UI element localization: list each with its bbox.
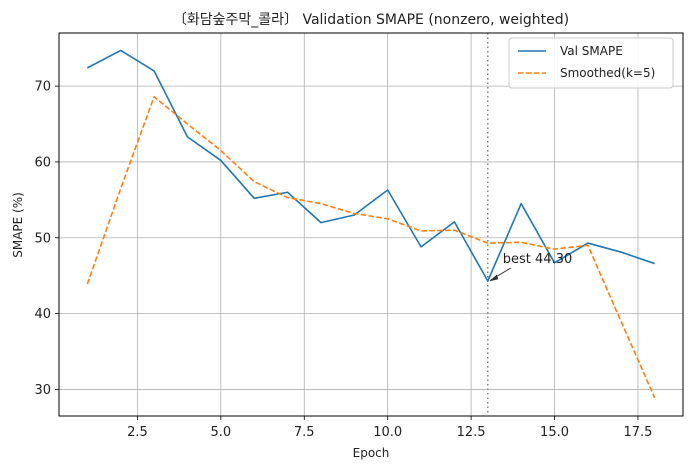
series-lines: [86, 49, 656, 399]
legend: Val SMAPE Smoothed(k=5): [508, 37, 674, 89]
plot-area-frame: [58, 32, 684, 417]
x-tick-label: 10.0: [373, 425, 402, 440]
y-tick-label: 70: [34, 80, 51, 95]
y-axis-title: SMAPE (%): [11, 192, 25, 258]
x-axis-ticks: 2.5 5.0 7.5 10.0 12.5 15.0 17.5: [127, 416, 652, 440]
annotation-label: best 44.30: [503, 252, 572, 267]
best-annotation: best 44.30: [489, 252, 572, 282]
x-tick-label: 12.5: [457, 425, 486, 440]
annotation-arrow-head: [489, 274, 499, 282]
y-tick-label: 40: [34, 307, 51, 322]
y-tick-label: 30: [34, 383, 51, 398]
x-tick-label: 15.0: [540, 425, 569, 440]
series-line-val-smape: [86, 49, 655, 282]
y-tick-label: 60: [34, 155, 51, 170]
legend-box: [508, 37, 674, 89]
x-tick-label: 7.5: [294, 425, 315, 440]
grid-lines: [59, 33, 683, 416]
y-axis-ticks: 30 40 50 60 70: [34, 80, 59, 398]
x-axis-title: Epoch: [353, 446, 390, 460]
x-tick-label: 5.0: [210, 425, 231, 440]
chart-title: 〔화담숲주막_콜라〕 Validation SMAPE (nonzero, we…: [173, 12, 569, 28]
y-tick-label: 50: [34, 231, 51, 246]
legend-label-val-smape: Val SMAPE: [560, 44, 623, 58]
x-tick-label: 17.5: [623, 425, 652, 440]
x-tick-label: 2.5: [127, 425, 148, 440]
legend-label-smoothed: Smoothed(k=5): [560, 66, 655, 80]
series-line-smoothed: [86, 95, 656, 399]
